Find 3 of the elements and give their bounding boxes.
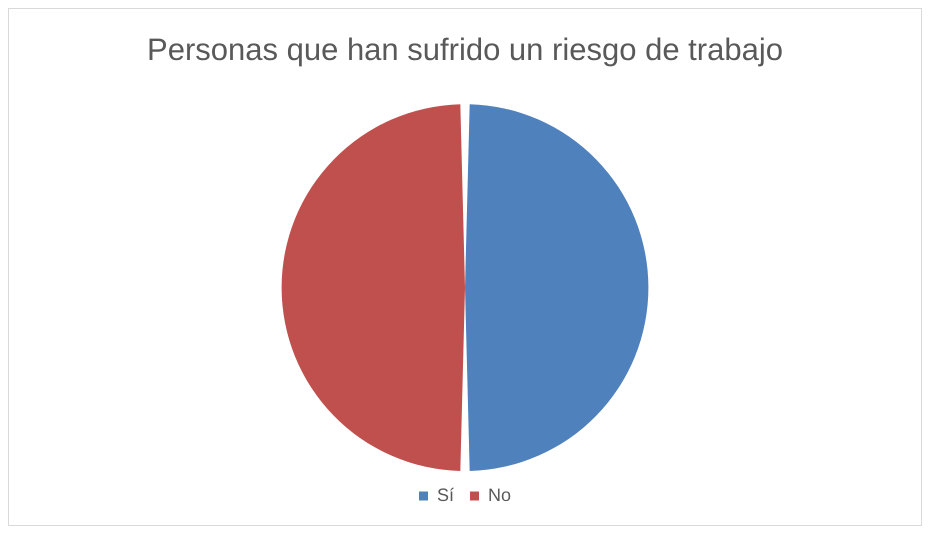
legend-label: No (488, 484, 512, 505)
legend-label: Sí (436, 484, 454, 505)
chart-title: Personas que han sufrido un riesgo de trabajo (147, 32, 783, 68)
